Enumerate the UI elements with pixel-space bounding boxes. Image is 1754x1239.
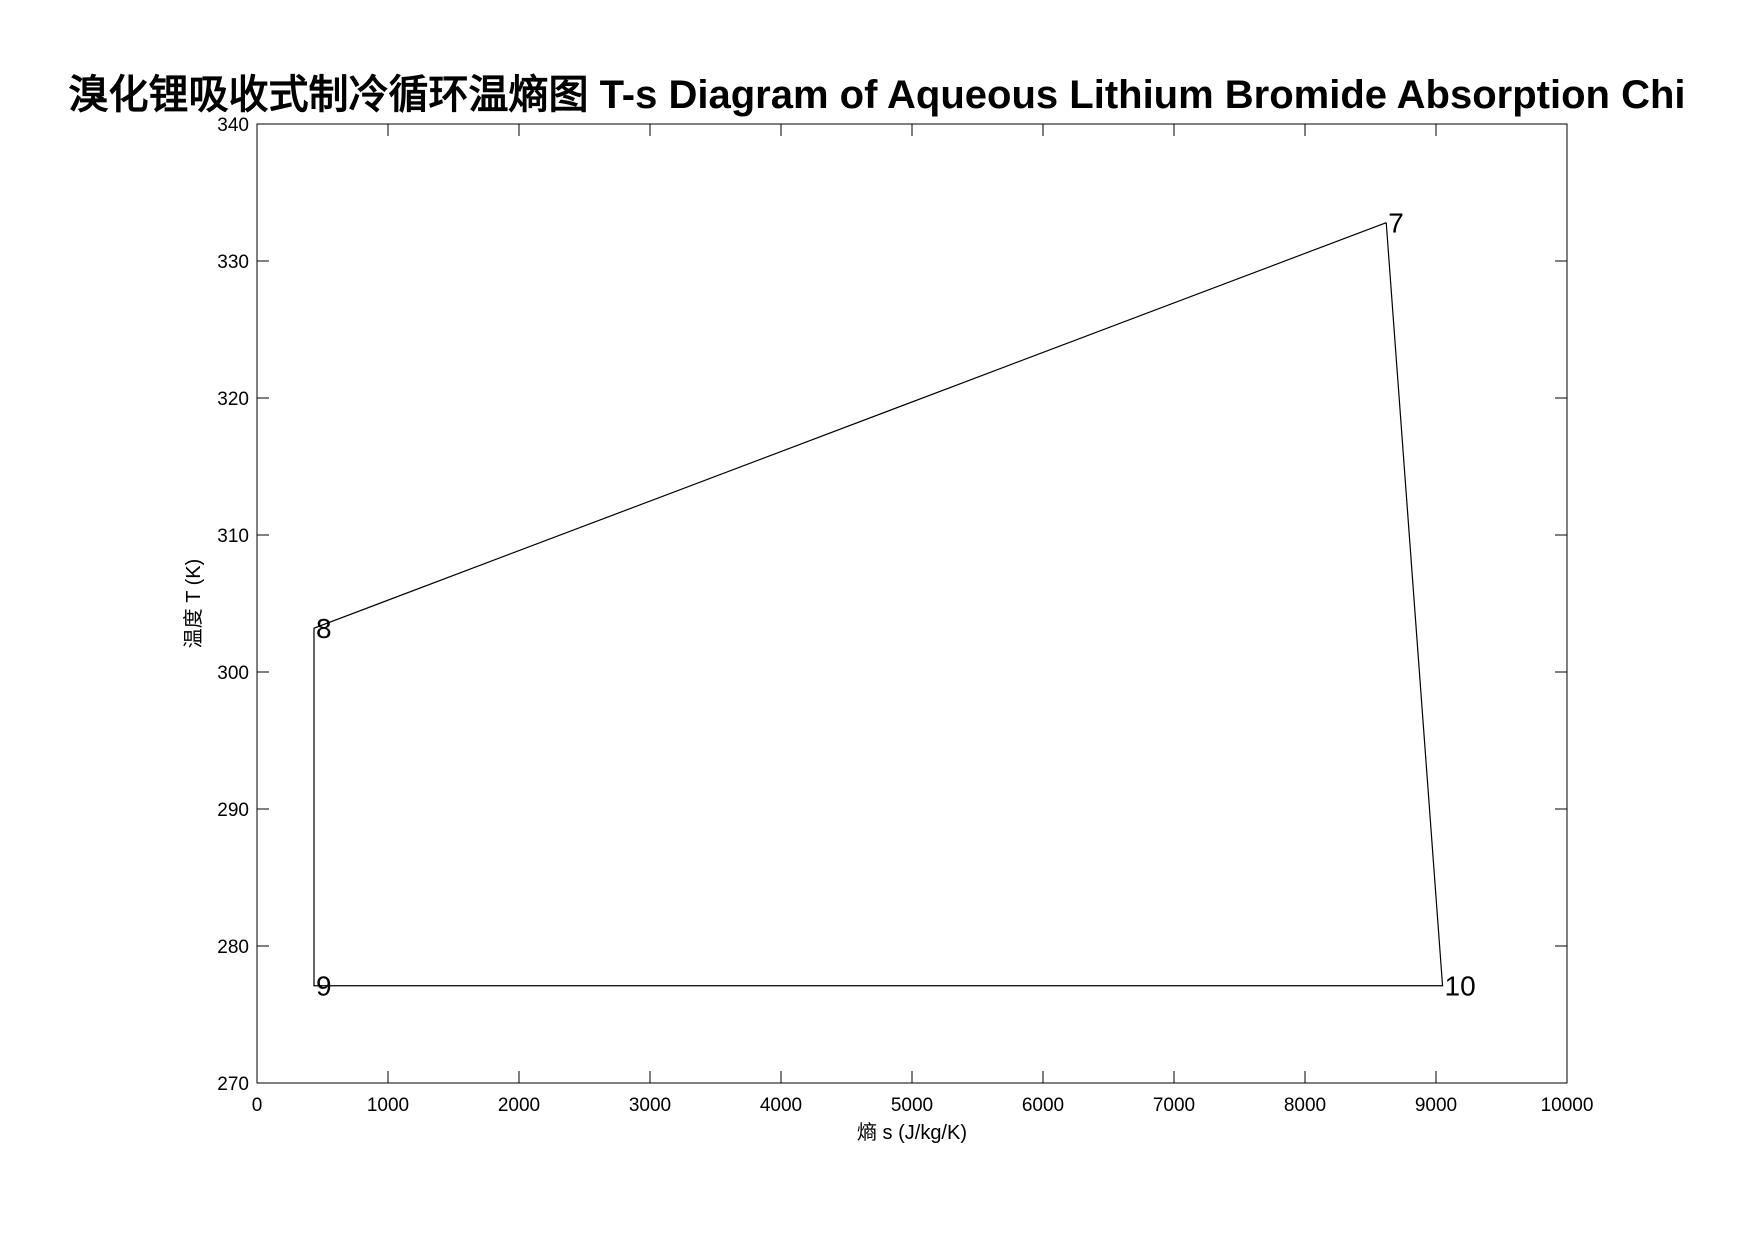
state-point-label: 7 — [1388, 208, 1404, 239]
cycle-line — [313, 222, 1444, 987]
x-tick-label: 8000 — [1284, 1095, 1326, 1116]
x-tick-label: 5000 — [891, 1095, 933, 1116]
y-tick-label: 340 — [217, 115, 249, 136]
x-tick-label: 1000 — [367, 1095, 409, 1116]
plot-area-frame — [256, 123, 1568, 1084]
y-tick-label: 320 — [217, 389, 249, 410]
series-layer — [313, 222, 1444, 987]
y-axis-label: 温度 T (K) — [182, 559, 205, 649]
y-tick-label: 310 — [217, 526, 249, 547]
x-tick-label: 7000 — [1153, 1095, 1195, 1116]
state-point-labels: 7 8 9 10 — [316, 208, 1476, 1002]
y-tick-label: 330 — [217, 252, 249, 273]
axis-tick-labels: 0 1000 2000 3000 4000 5000 6000 7000 8000 9000 100… — [217, 115, 1593, 1116]
x-tick-label: 10000 — [1541, 1095, 1594, 1116]
x-tick-label: 3000 — [629, 1095, 671, 1116]
x-axis-label: 熵 s (J/kg/K) — [857, 1121, 967, 1144]
state-point-label: 10 — [1445, 971, 1476, 1002]
x-tick-label: 0 — [252, 1095, 263, 1116]
x-tick-label: 2000 — [498, 1095, 540, 1116]
chart-title: 溴化锂吸收式制冷循环温熵图 T-s Diagram of Aqueous Lit… — [68, 73, 1685, 117]
y-tick-label: 300 — [217, 663, 249, 684]
y-tick-label: 290 — [217, 800, 249, 821]
state-point-label: 8 — [316, 613, 332, 644]
state-point-label: 9 — [316, 971, 332, 1002]
x-tick-label: 9000 — [1415, 1095, 1457, 1116]
axis-ticks — [256, 123, 1568, 1084]
y-tick-label: 270 — [217, 1074, 249, 1095]
x-tick-label: 6000 — [1022, 1095, 1064, 1116]
y-tick-label: 280 — [217, 937, 249, 958]
x-tick-label: 4000 — [760, 1095, 802, 1116]
